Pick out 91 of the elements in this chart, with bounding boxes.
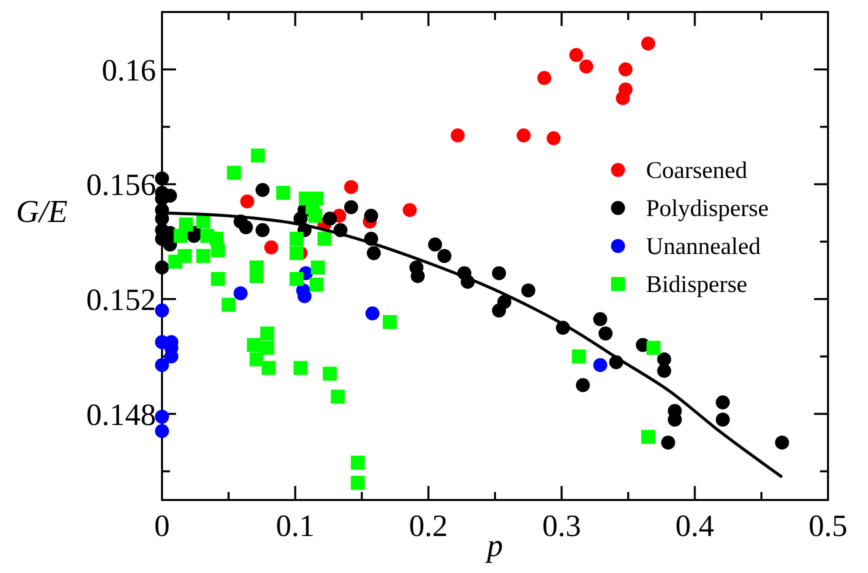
point xyxy=(661,436,676,450)
point xyxy=(162,238,177,252)
point xyxy=(155,358,169,372)
point xyxy=(250,269,264,284)
point xyxy=(572,349,586,364)
y-tick-label: 0.152 xyxy=(86,282,156,318)
point xyxy=(576,378,590,392)
point xyxy=(174,228,188,243)
point xyxy=(657,364,672,378)
point xyxy=(569,48,584,62)
point xyxy=(402,203,417,218)
point xyxy=(222,298,236,312)
x-tick-label: 0.5 xyxy=(808,508,848,543)
point xyxy=(428,238,442,252)
point xyxy=(226,166,241,180)
point xyxy=(155,410,169,424)
point xyxy=(310,278,324,292)
point xyxy=(262,360,276,375)
point xyxy=(290,232,304,246)
point xyxy=(276,186,290,200)
point xyxy=(330,390,345,404)
point xyxy=(250,148,265,163)
point xyxy=(155,260,169,274)
point xyxy=(246,338,261,352)
x-tick-label: 0.3 xyxy=(542,508,581,543)
point xyxy=(250,352,264,366)
point xyxy=(196,214,210,229)
point xyxy=(716,395,730,410)
point xyxy=(516,128,531,142)
point xyxy=(344,180,358,194)
point xyxy=(290,246,304,260)
y-tick-label: 0.16 xyxy=(102,52,156,88)
point xyxy=(437,249,452,263)
point xyxy=(641,430,656,444)
point xyxy=(256,223,270,238)
point xyxy=(598,326,613,341)
point xyxy=(593,358,608,372)
legend-label: Bidisperse xyxy=(646,272,748,298)
legend-label: Coarsened xyxy=(646,158,748,184)
point xyxy=(256,182,270,197)
point xyxy=(646,340,661,355)
point xyxy=(716,412,730,427)
point xyxy=(492,266,506,280)
point xyxy=(593,312,608,326)
y-tick-label: 0.156 xyxy=(86,167,156,202)
point xyxy=(521,283,536,298)
point xyxy=(492,304,506,318)
point xyxy=(641,36,656,51)
point xyxy=(318,232,332,246)
point xyxy=(322,212,337,226)
legend-label: Polydisperse xyxy=(646,196,769,222)
point xyxy=(264,240,278,254)
point xyxy=(537,71,552,86)
x-tick-label: 0.4 xyxy=(675,508,715,543)
point xyxy=(155,171,169,186)
point xyxy=(579,60,594,74)
point xyxy=(350,476,365,490)
point xyxy=(234,286,248,300)
point xyxy=(155,304,169,318)
y-axis-title: G/E xyxy=(16,193,68,230)
point xyxy=(308,208,322,223)
x-tick-label: 0 xyxy=(154,508,170,543)
point xyxy=(260,340,274,355)
y-tick-label: 0.148 xyxy=(86,396,156,432)
point xyxy=(366,246,381,260)
point xyxy=(240,194,254,208)
x-axis-title: p xyxy=(485,527,503,563)
point xyxy=(546,131,561,146)
point xyxy=(382,315,397,330)
point xyxy=(364,208,378,223)
point xyxy=(410,269,425,284)
point xyxy=(618,62,633,76)
point xyxy=(155,424,169,438)
x-tick-label: 0.1 xyxy=(276,508,315,543)
point xyxy=(210,272,225,286)
point xyxy=(344,200,358,214)
point xyxy=(294,360,308,375)
point xyxy=(196,249,210,263)
point xyxy=(350,456,365,470)
legend-label: Unannealed xyxy=(646,234,761,260)
point xyxy=(290,272,304,286)
x-tick-label: 0.2 xyxy=(409,508,448,543)
point xyxy=(775,436,790,450)
point xyxy=(450,128,465,142)
point xyxy=(168,254,182,269)
point xyxy=(238,220,253,234)
point xyxy=(322,366,337,381)
point xyxy=(618,82,633,97)
point xyxy=(365,306,380,320)
point xyxy=(260,326,274,341)
point xyxy=(310,260,325,274)
